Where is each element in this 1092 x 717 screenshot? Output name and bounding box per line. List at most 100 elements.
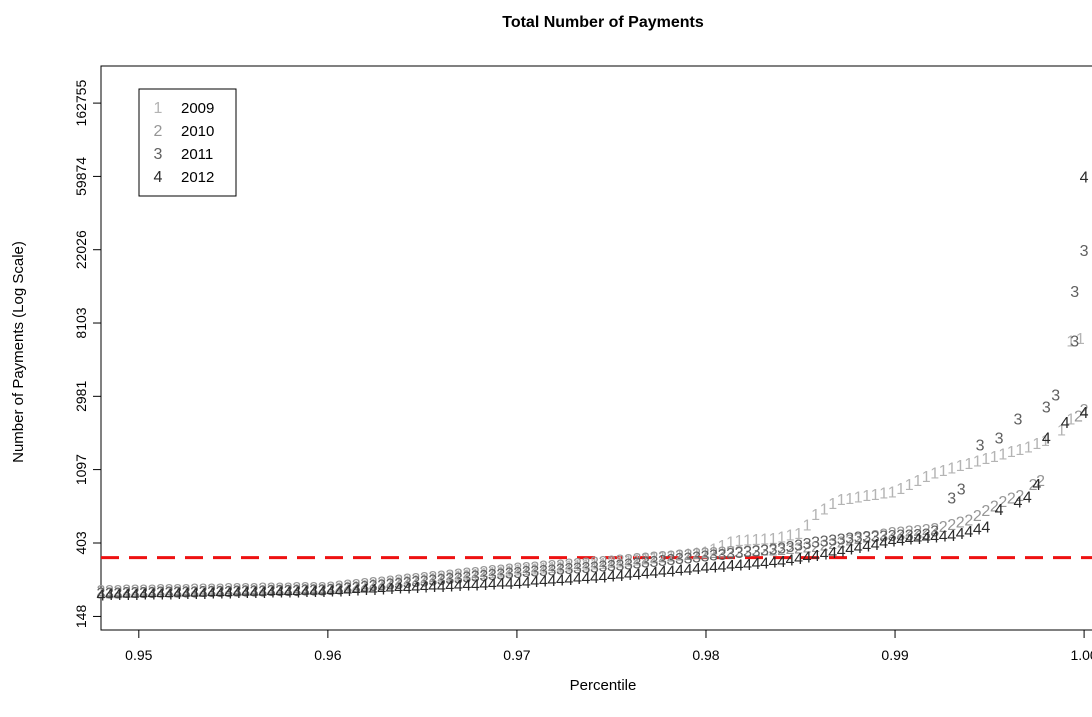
data-point: 4 xyxy=(947,528,956,545)
data-point: 3 xyxy=(182,584,191,601)
data-point: 1 xyxy=(658,549,667,566)
data-point: 2 xyxy=(420,570,429,587)
data-point: 4 xyxy=(828,545,837,562)
data-point: 1 xyxy=(726,534,735,551)
data-point: 3 xyxy=(786,539,795,556)
data-point: 4 xyxy=(633,566,642,583)
data-point: 1 xyxy=(352,579,361,596)
data-point: 2 xyxy=(667,548,676,565)
data-point: 3 xyxy=(598,559,607,576)
data-point: 1 xyxy=(896,481,905,498)
data-point: 3 xyxy=(224,584,233,601)
data-point: 4 xyxy=(182,586,191,603)
data-point: 1 xyxy=(752,532,761,549)
legend-label-2009: 2009 xyxy=(181,100,214,117)
data-point: 1 xyxy=(216,584,225,601)
data-point: 1 xyxy=(250,583,259,600)
data-point: 1 xyxy=(496,564,505,581)
data-point: 4 xyxy=(156,586,165,603)
data-point: 4 xyxy=(573,571,582,588)
data-point: 3 xyxy=(828,532,837,549)
data-point: 4 xyxy=(726,558,735,575)
data-point: 2 xyxy=(650,550,659,567)
data-point: 1 xyxy=(777,529,786,546)
data-point: 1 xyxy=(530,561,539,578)
data-point: 4 xyxy=(581,571,590,588)
data-point: 2 xyxy=(241,581,250,598)
data-point: 3 xyxy=(718,547,727,564)
data-point: 3 xyxy=(641,555,650,572)
data-point: 2 xyxy=(871,528,880,545)
data-point: 2 xyxy=(301,580,310,597)
y-axis-label: Number of Payments (Log Scale) xyxy=(10,241,27,463)
data-point: 2 xyxy=(318,580,327,597)
data-point: 3 xyxy=(564,561,573,578)
data-point: 1 xyxy=(377,576,386,593)
data-point: 2 xyxy=(624,552,633,569)
data-point: 2 xyxy=(105,583,114,600)
data-point: 3 xyxy=(352,580,361,597)
data-point: 2 xyxy=(616,553,625,570)
data-point: 2 xyxy=(769,542,778,559)
data-point: 3 xyxy=(581,560,590,577)
data-point: 1 xyxy=(190,584,199,601)
data-point: 1 xyxy=(428,571,437,588)
data-point: 3 xyxy=(1070,284,1079,301)
data-point: 2 xyxy=(539,559,548,576)
data-point: 3 xyxy=(650,554,659,571)
data-point: 2 xyxy=(547,558,556,575)
y-tick-label: 2981 xyxy=(73,381,89,412)
data-point: 1 xyxy=(394,575,403,592)
data-point: 2 xyxy=(403,572,412,589)
data-point: 1 xyxy=(1015,442,1024,459)
data-point: 3 xyxy=(760,542,769,559)
y-tick-label: 403 xyxy=(73,531,89,555)
data-point: 2 xyxy=(726,544,735,561)
data-point: 3 xyxy=(947,490,956,507)
data-point: 1 xyxy=(930,465,939,482)
data-point: 4 xyxy=(318,584,327,601)
data-point: 4 xyxy=(1023,490,1032,507)
data-point: 3 xyxy=(513,565,522,582)
x-axis: 0.95 0.96 0.97 0.98 0.99 1.00 xyxy=(125,629,1092,663)
data-point: 4 xyxy=(777,554,786,571)
data-point: 2 xyxy=(479,564,488,581)
data-point: 4 xyxy=(352,583,361,600)
data-point: 3 xyxy=(862,529,871,546)
data-point: 4 xyxy=(995,502,1004,519)
data-point: 4 xyxy=(505,576,514,593)
data-point: 4 xyxy=(598,569,607,586)
data-point: 4 xyxy=(862,538,871,555)
data-point: 3 xyxy=(735,545,744,562)
data-point: 1 xyxy=(114,585,123,602)
data-point: 2 xyxy=(828,536,837,553)
x-tick-label: 0.96 xyxy=(314,647,341,663)
data-point: 1 xyxy=(581,557,590,574)
data-point: 2 xyxy=(905,524,914,541)
data-point: 1 xyxy=(735,533,744,550)
data-point: 3 xyxy=(403,575,412,592)
x-axis-label: Percentile xyxy=(570,677,637,694)
data-point: 4 xyxy=(871,537,880,554)
data-point: 2 xyxy=(777,542,786,559)
data-point: 1 xyxy=(233,583,242,600)
data-point: 4 xyxy=(122,587,131,604)
data-point: 1 xyxy=(403,574,412,591)
data-point: 3 xyxy=(684,550,693,567)
data-point: 1 xyxy=(845,491,854,508)
data-point: 2 xyxy=(760,543,769,560)
data-point: 3 xyxy=(743,544,752,561)
data-point: 4 xyxy=(386,581,395,598)
data-point: 2 xyxy=(386,573,395,590)
data-point: 3 xyxy=(837,531,846,548)
data-point: 4 xyxy=(326,584,335,601)
data-point: 4 xyxy=(837,543,846,560)
data-point: 4 xyxy=(735,557,744,574)
data-point: 1 xyxy=(284,582,293,599)
data-point: 2 xyxy=(207,581,216,598)
data-point: 1 xyxy=(326,581,335,598)
data-point: 3 xyxy=(803,536,812,553)
data-point: 2 xyxy=(530,559,539,576)
data-point: 1 xyxy=(522,562,531,579)
